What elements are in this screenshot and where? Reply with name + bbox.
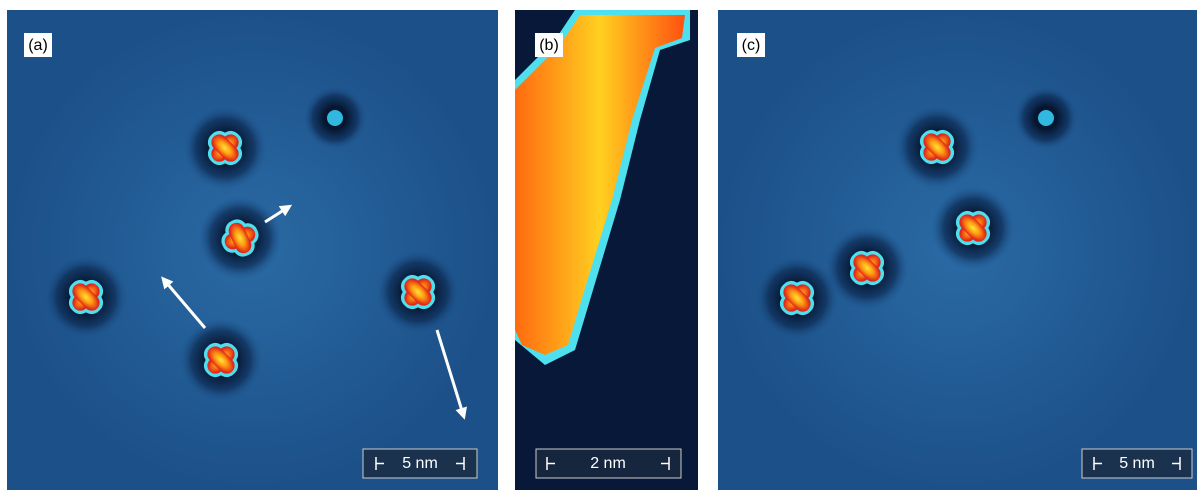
scale-bar-b: 2 nm [536, 449, 681, 478]
panel-b [515, 10, 698, 490]
scale-bar-a: 5 nm [363, 449, 477, 478]
panel-a [7, 10, 498, 490]
panel-label-c: (c) [737, 33, 765, 57]
panel-label-a: (a) [24, 33, 52, 57]
scale-bar-c: 5 nm [1082, 449, 1192, 478]
figure: (a) (b) (c) 5 nm 2 nm 5 nm [0, 0, 1201, 497]
scale-text: 5 nm [402, 455, 438, 472]
panel-c [718, 10, 1197, 490]
scale-text: 5 nm [1119, 455, 1155, 472]
label: (b) [539, 37, 559, 54]
label: (a) [28, 37, 48, 54]
label: (c) [742, 37, 761, 54]
panel-label-b: (b) [535, 33, 563, 57]
scale-text: 2 nm [590, 455, 626, 472]
